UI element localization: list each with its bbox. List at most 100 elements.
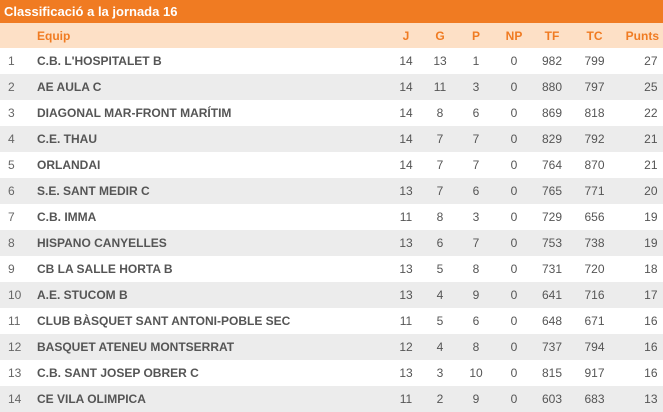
row-lost: 9 bbox=[472, 288, 480, 302]
row-points: 20 bbox=[619, 178, 663, 204]
row-points: 19 bbox=[619, 204, 663, 230]
row-played: 13 bbox=[399, 236, 413, 250]
row-lost: 3 bbox=[472, 210, 480, 224]
header-p[interactable]: P bbox=[471, 28, 480, 43]
row-won: 7 bbox=[436, 184, 444, 198]
header-tf[interactable]: TF bbox=[544, 28, 560, 43]
standings-body: 1 C.B. L'HOSPITALET B 14 13 1 0 982 799 27 2 AE AU… bbox=[0, 48, 663, 412]
row-points-against: 917 bbox=[584, 366, 605, 380]
row-played: 13 bbox=[399, 288, 413, 302]
header-points[interactable]: Punts bbox=[625, 28, 659, 43]
row-won: 7 bbox=[436, 158, 444, 172]
standings-table: Equip J G P NP TF TC Punts 1 C.B. L'HOSPI… bbox=[0, 23, 663, 412]
header-j[interactable]: J bbox=[402, 28, 410, 43]
row-played: 14 bbox=[399, 54, 413, 68]
row-won: 2 bbox=[436, 392, 444, 406]
row-lost: 10 bbox=[469, 366, 483, 380]
row-team-name[interactable]: C.B. SANT JOSEP OBRER C bbox=[37, 366, 199, 380]
table-row: 9 CB LA SALLE HORTA B 13 5 8 0 731 720 18 bbox=[0, 256, 663, 282]
row-won: 13 bbox=[433, 54, 447, 68]
row-points-for: 764 bbox=[541, 158, 563, 172]
row-played: 13 bbox=[399, 262, 413, 276]
row-team-name[interactable]: CLUB BÀSQUET SANT ANTONI-POBLE SEC bbox=[37, 314, 291, 328]
row-lost: 3 bbox=[472, 80, 480, 94]
row-team-name[interactable]: C.B. IMMA bbox=[37, 210, 97, 224]
row-position: 7 bbox=[8, 210, 15, 224]
row-not-played: 0 bbox=[510, 236, 518, 250]
row-lost: 8 bbox=[472, 262, 480, 276]
row-not-played: 0 bbox=[510, 366, 518, 380]
row-points-against: 720 bbox=[584, 262, 605, 276]
row-team-name[interactable]: C.E. THAU bbox=[37, 132, 97, 146]
header-np[interactable]: NP bbox=[505, 28, 523, 43]
row-points: 27 bbox=[619, 48, 663, 74]
row-team-name[interactable]: DIAGONAL MAR-FRONT MARÍTIM bbox=[37, 106, 232, 120]
row-points-against: 771 bbox=[584, 184, 605, 198]
row-lost: 7 bbox=[472, 158, 480, 172]
row-position: 8 bbox=[8, 236, 15, 250]
row-team-name[interactable]: CB LA SALLE HORTA B bbox=[37, 262, 173, 276]
row-points-for: 753 bbox=[541, 236, 563, 250]
row-position: 10 bbox=[8, 288, 22, 302]
row-points: 18 bbox=[619, 256, 663, 282]
row-points-against: 683 bbox=[584, 392, 605, 406]
row-points: 13 bbox=[619, 386, 663, 412]
row-lost: 6 bbox=[472, 314, 480, 328]
row-points-against: 870 bbox=[584, 158, 605, 172]
header-pos bbox=[0, 23, 23, 48]
row-position: 4 bbox=[8, 132, 15, 146]
table-row: 2 AE AULA C 14 11 3 0 880 797 25 bbox=[0, 74, 663, 100]
table-row: 7 C.B. IMMA 11 8 3 0 729 656 19 bbox=[0, 204, 663, 230]
row-points-against: 738 bbox=[584, 236, 605, 250]
row-lost: 6 bbox=[472, 106, 480, 120]
row-not-played: 0 bbox=[510, 340, 518, 354]
row-won: 4 bbox=[436, 340, 444, 354]
row-points: 17 bbox=[619, 282, 663, 308]
row-not-played: 0 bbox=[510, 262, 518, 276]
row-not-played: 0 bbox=[510, 80, 518, 94]
row-points: 21 bbox=[619, 152, 663, 178]
row-team-name[interactable]: A.E. STUCOM B bbox=[37, 288, 128, 302]
table-row: 5 ORLANDAI 14 7 7 0 764 870 21 bbox=[0, 152, 663, 178]
header-tc[interactable]: TC bbox=[586, 28, 603, 43]
row-points-against: 794 bbox=[584, 340, 605, 354]
row-team-name[interactable]: AE AULA C bbox=[37, 80, 102, 94]
row-lost: 9 bbox=[472, 392, 480, 406]
row-points: 21 bbox=[619, 126, 663, 152]
row-team-name[interactable]: S.E. SANT MEDIR C bbox=[37, 184, 150, 198]
table-row: 14 CE VILA OLIMPICA 11 2 9 0 603 683 13 bbox=[0, 386, 663, 412]
row-points-against: 799 bbox=[584, 54, 605, 68]
row-points: 16 bbox=[619, 334, 663, 360]
row-lost: 8 bbox=[472, 340, 480, 354]
row-not-played: 0 bbox=[510, 210, 518, 224]
row-team-name[interactable]: C.B. L'HOSPITALET B bbox=[37, 54, 162, 68]
row-points: 19 bbox=[619, 230, 663, 256]
row-points-for: 982 bbox=[541, 54, 563, 68]
row-not-played: 0 bbox=[510, 392, 518, 406]
row-won: 8 bbox=[436, 106, 444, 120]
row-not-played: 0 bbox=[510, 158, 518, 172]
row-team-name[interactable]: BASQUET ATENEU MONTSERRAT bbox=[37, 340, 235, 354]
table-row: 11 CLUB BÀSQUET SANT ANTONI-POBLE SEC 11 5 6… bbox=[0, 308, 663, 334]
row-position: 9 bbox=[8, 262, 15, 276]
row-played: 13 bbox=[399, 184, 413, 198]
row-position: 5 bbox=[8, 158, 15, 172]
row-lost: 7 bbox=[472, 236, 480, 250]
row-played: 11 bbox=[399, 210, 413, 224]
row-team-name[interactable]: CE VILA OLIMPICA bbox=[37, 392, 146, 406]
row-points-against: 792 bbox=[584, 132, 605, 146]
row-points-for: 765 bbox=[541, 184, 563, 198]
row-played: 14 bbox=[399, 158, 413, 172]
header-team[interactable]: Equip bbox=[37, 28, 71, 43]
row-team-name[interactable]: ORLANDAI bbox=[37, 158, 101, 172]
table-row: 3 DIAGONAL MAR-FRONT MARÍTIM 14 8 6 0 869 818 22 bbox=[0, 100, 663, 126]
row-played: 14 bbox=[399, 80, 413, 94]
row-not-played: 0 bbox=[510, 184, 518, 198]
header-g[interactable]: G bbox=[435, 28, 445, 43]
row-points-against: 797 bbox=[584, 80, 605, 94]
row-team-name[interactable]: HISPANO CANYELLES bbox=[37, 236, 167, 250]
row-lost: 6 bbox=[472, 184, 480, 198]
row-won: 4 bbox=[436, 288, 444, 302]
row-points-against: 716 bbox=[584, 288, 605, 302]
row-not-played: 0 bbox=[510, 132, 518, 146]
